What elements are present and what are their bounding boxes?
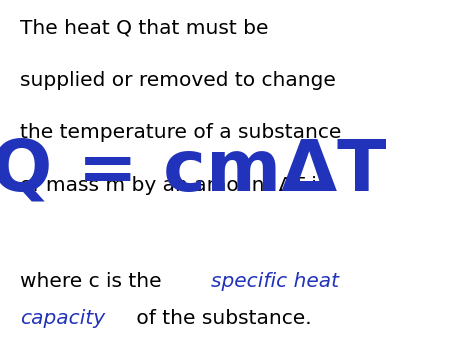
Text: of mass m by an amount ΔT is:: of mass m by an amount ΔT is: [20,176,334,195]
Text: capacity: capacity [20,309,105,328]
Text: Q = cmΔT: Q = cmΔT [0,136,387,205]
Text: supplied or removed to change: supplied or removed to change [20,71,336,90]
Text: specific heat: specific heat [211,272,339,291]
Text: where c is the: where c is the [20,272,168,291]
Text: of the substance.: of the substance. [130,309,312,328]
Text: The heat Q that must be: The heat Q that must be [20,19,269,38]
Text: the temperature of a substance: the temperature of a substance [20,123,342,142]
